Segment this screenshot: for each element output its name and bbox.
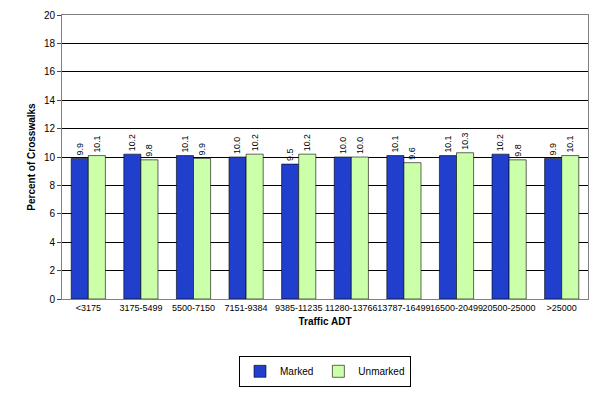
svg-text:7151-9384: 7151-9384	[225, 303, 268, 313]
svg-text:4: 4	[49, 237, 55, 248]
svg-text:10.1: 10.1	[180, 135, 190, 152]
svg-text:Percent of Crosswalks: Percent of Crosswalks	[26, 103, 37, 211]
svg-text:>25000: >25000	[547, 303, 577, 313]
svg-text:9.6: 9.6	[407, 147, 417, 160]
svg-text:20: 20	[44, 10, 56, 21]
svg-text:10.2: 10.2	[127, 134, 137, 151]
svg-text:<3175: <3175	[76, 303, 101, 313]
svg-text:9.8: 9.8	[513, 144, 523, 157]
svg-text:Marked: Marked	[280, 366, 313, 377]
svg-text:9.5: 9.5	[285, 149, 295, 162]
svg-text:10.2: 10.2	[302, 134, 312, 151]
svg-text:10: 10	[44, 152, 56, 163]
svg-text:10.0: 10.0	[355, 137, 365, 154]
svg-text:10.1: 10.1	[390, 135, 400, 152]
svg-text:10.1: 10.1	[92, 135, 102, 152]
svg-text:6: 6	[49, 208, 55, 219]
svg-text:16: 16	[44, 66, 56, 77]
svg-text:14: 14	[44, 95, 56, 106]
svg-text:13787-16499: 13787-16499	[377, 303, 430, 313]
svg-text:9.8: 9.8	[144, 144, 154, 157]
svg-text:10.2: 10.2	[495, 134, 505, 151]
svg-text:10.1: 10.1	[565, 135, 575, 152]
svg-text:5500-7150: 5500-7150	[172, 303, 215, 313]
svg-text:10.0: 10.0	[338, 137, 348, 154]
svg-text:10.3: 10.3	[460, 133, 470, 150]
svg-text:Traffic ADT: Traffic ADT	[299, 316, 352, 327]
svg-text:0: 0	[49, 294, 55, 305]
svg-text:9385-11235: 9385-11235	[275, 303, 322, 313]
svg-text:16500-20499: 16500-20499	[430, 303, 483, 313]
svg-text:18: 18	[44, 38, 56, 49]
svg-text:8: 8	[49, 180, 55, 191]
svg-text:3175-5499: 3175-5499	[119, 303, 162, 313]
svg-text:9.9: 9.9	[75, 143, 85, 156]
svg-text:10.0: 10.0	[232, 137, 242, 154]
svg-text:9.9: 9.9	[548, 143, 558, 156]
svg-text:9.9: 9.9	[197, 143, 207, 156]
svg-text:10.2: 10.2	[250, 134, 260, 151]
svg-text:11280-13766: 11280-13766	[325, 303, 377, 313]
svg-text:10.1: 10.1	[443, 135, 453, 152]
svg-text:20500-25000: 20500-25000	[483, 303, 536, 313]
svg-text:2: 2	[49, 265, 55, 276]
svg-text:12: 12	[44, 123, 56, 134]
svg-text:Unmarked: Unmarked	[358, 366, 404, 377]
